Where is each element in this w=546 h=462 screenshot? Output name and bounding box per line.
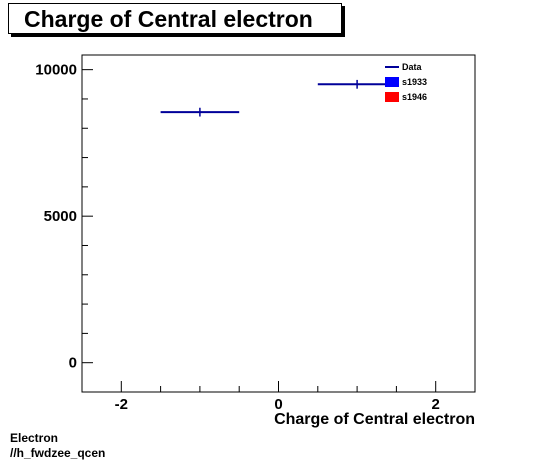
legend-entry: Data	[385, 62, 423, 72]
legend-entry: s1933	[385, 77, 427, 87]
legend-label: s1933	[402, 77, 427, 87]
plot-border	[81, 54, 476, 393]
y-tick-label: 5000	[44, 208, 77, 225]
legend-label: Data	[402, 62, 423, 72]
legend-box-swatch	[385, 77, 399, 87]
x-axis-title: Charge of Central electron	[274, 411, 475, 428]
x-axis-ticks: -2 0 2	[81, 381, 476, 413]
y-tick-label: 10000	[35, 62, 77, 79]
legend-label: s1946	[402, 92, 427, 102]
plot-frame	[81, 54, 476, 393]
x-tick-label: 0	[274, 396, 282, 413]
data-marks	[160, 79, 397, 117]
data-point	[160, 107, 240, 117]
title-box: Charge of Central electron	[8, 3, 342, 34]
footer-path: //h_fwdzee_qcen	[10, 446, 106, 460]
y-axis-ticks: 0 5000 10000	[35, 62, 93, 393]
legend: Data s1933 s1946	[385, 62, 427, 102]
legend-entry: s1946	[385, 92, 427, 102]
chart-title: Charge of Central electron	[24, 6, 313, 32]
data-point	[317, 79, 397, 89]
legend-box-swatch	[385, 92, 399, 102]
footer-label: Electron	[10, 431, 59, 445]
y-tick-label: 0	[69, 355, 77, 372]
x-tick-label: 2	[432, 396, 440, 413]
x-tick-label: -2	[115, 396, 128, 413]
